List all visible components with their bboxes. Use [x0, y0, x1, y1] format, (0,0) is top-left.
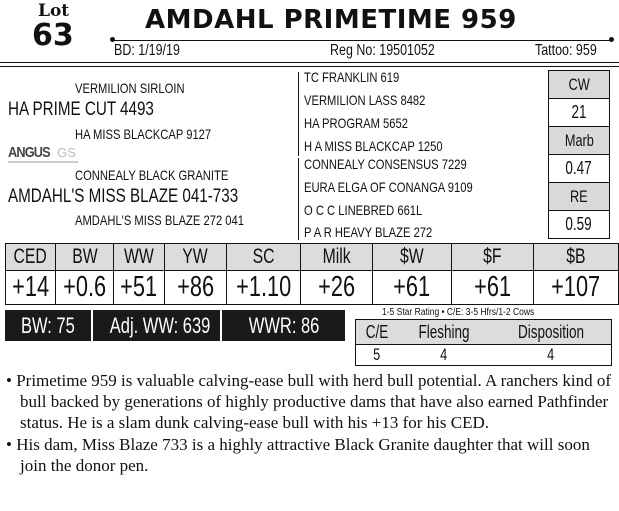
- epd-table: CED BW WW YW SC Milk $W $F $B +14 +0.6 +…: [4, 243, 619, 305]
- angus-gs-logo: ANGUS GS: [8, 145, 78, 163]
- dam-sire: CONNEALY BLACK GRANITE: [75, 167, 229, 183]
- birth-date: BD: 1/19/19: [114, 42, 180, 59]
- epd-value: +107: [532, 270, 619, 305]
- re-label: RE: [549, 183, 609, 211]
- third-gen-5: CONNEALY CONSENSUS 7229: [304, 156, 467, 172]
- cw-value: 21: [549, 99, 609, 127]
- birth-weight: BW: 75: [5, 310, 94, 341]
- epd-value: +14: [4, 270, 57, 305]
- lot-notes: • Primetime 959 is valuable calving-ease…: [6, 370, 616, 477]
- logo-tagline: [8, 161, 78, 163]
- pedigree-bracket: [298, 158, 299, 240]
- epd-header: $B: [532, 243, 619, 271]
- title-rule: [112, 40, 612, 41]
- epd-value: +51: [113, 270, 165, 305]
- header-divider: [0, 62, 619, 67]
- logo-suffix: GS: [57, 145, 76, 160]
- epd-value: +61: [450, 270, 534, 305]
- third-gen-4: H A MISS BLACKCAP 1250: [304, 138, 443, 154]
- third-gen-7: O C C LINEBRED 661L: [304, 202, 423, 218]
- lot-label: Lot: [38, 1, 70, 21]
- rating-table: C/E Fleshing Disposition 5 4 4: [355, 319, 613, 366]
- sire-sire: VERMILION SIRLOIN: [75, 80, 185, 96]
- third-gen-1: TC FRANKLIN 619: [304, 69, 400, 85]
- lot-number: 63: [32, 18, 74, 53]
- rating-header: C/E: [355, 319, 398, 345]
- epd-header: BW: [55, 243, 115, 271]
- weaning-weight-ratio: WWR: 86: [248, 313, 319, 338]
- third-gen-6: EURA ELGA OF CONANGA 9109: [304, 179, 473, 195]
- pedigree-bracket: [298, 72, 299, 156]
- rating-caption: 1-5 Star Rating • C/E: 3-5 Hfrs/1-2 Cows: [382, 307, 535, 318]
- rule-dot: [609, 37, 614, 42]
- marb-label: Marb: [549, 127, 609, 155]
- registration-number: Reg No: 19501052: [330, 42, 435, 59]
- sire-dam: HA MISS BLACKCAP 9127: [75, 126, 212, 142]
- dam: AMDAHL'S MISS BLAZE 041-733: [8, 186, 239, 207]
- epd-value-row: +14 +0.6 +51 +86 +1.10 +26 +61 +61 +107: [4, 270, 619, 305]
- adjusted-weaning-weight: Adj. WW: 639: [93, 310, 223, 341]
- epd-header: YW: [163, 243, 227, 271]
- note-item: • His dam, Miss Blaze 733 is a highly at…: [6, 435, 590, 475]
- tattoo: Tattoo: 959: [535, 42, 597, 59]
- epd-header-row: CED BW WW YW SC Milk $W $F $B: [4, 243, 619, 271]
- dam-dam: AMDAHL'S MISS BLAZE 272 041: [75, 212, 244, 228]
- third-gen-8: P A R HEAVY BLAZE 272: [304, 224, 433, 240]
- epd-header: $F: [450, 243, 534, 271]
- rating-value: 5: [355, 344, 398, 366]
- cw-label: CW: [549, 71, 609, 99]
- epd-header: Milk: [300, 243, 373, 271]
- epd-value: +61: [371, 270, 452, 305]
- sire: HA PRIME CUT 4493: [8, 99, 154, 120]
- third-gen-3: HA PROGRAM 5652: [304, 115, 408, 131]
- rating-header-row: C/E Fleshing Disposition: [355, 319, 613, 345]
- epd-value: +0.6: [55, 270, 115, 305]
- rating-value: 4: [397, 344, 491, 366]
- rule-dot: [110, 37, 115, 42]
- third-gen-2: VERMILION LASS 8482: [304, 92, 426, 108]
- rating-value-row: 5 4 4: [355, 344, 613, 366]
- logo-text: ANGUS: [8, 144, 51, 161]
- rating-header: Disposition: [490, 319, 613, 345]
- rating-header: Fleshing: [397, 319, 491, 345]
- epd-header: CED: [4, 243, 57, 271]
- epd-header: WW: [113, 243, 165, 271]
- rating-value: 4: [490, 344, 613, 366]
- marb-value: 0.47: [549, 155, 609, 183]
- epd-value: +26: [300, 270, 373, 305]
- epd-value: +86: [163, 270, 227, 305]
- carcass-epd-box: CW 21 Marb 0.47 RE 0.59: [548, 70, 610, 239]
- note-item: • Primetime 959 is valuable calving-ease…: [6, 371, 612, 432]
- animal-name: AMDAHL PRIMETIME 959: [145, 5, 517, 35]
- actual-weights-bar: BW: 75 Adj. WW: 639 WWR: 86: [5, 310, 345, 341]
- epd-header: SC: [225, 243, 302, 271]
- re-value: 0.59: [565, 214, 593, 234]
- epd-value: +1.10: [225, 270, 302, 305]
- epd-header: $W: [371, 243, 452, 271]
